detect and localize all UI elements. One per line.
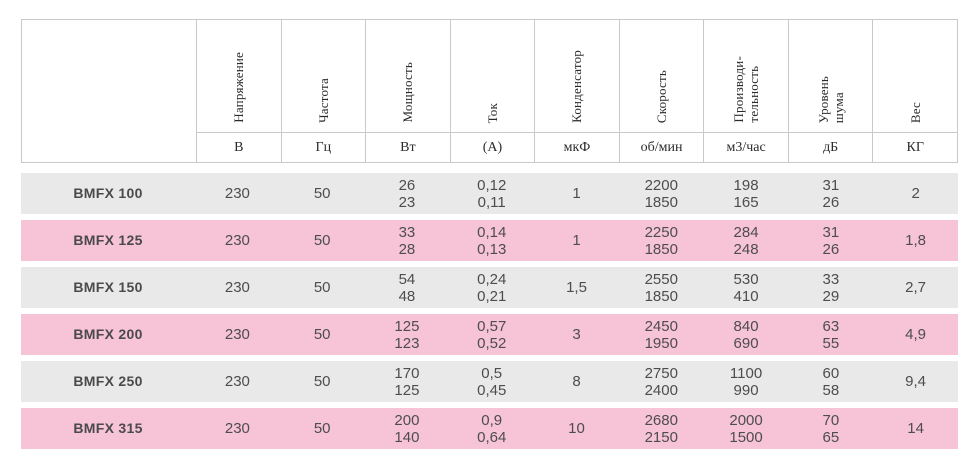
unit-cell-power: Вт (365, 132, 450, 162)
value-cell: 0,57 0,52 (477, 317, 507, 352)
column-header-label: Ток (484, 102, 500, 123)
value-cell: 3 (572, 326, 581, 343)
value-cell: 33 28 (398, 223, 416, 258)
column-header-voltage: Напряжение (196, 20, 281, 132)
value-cell: 2550 1850 (644, 270, 678, 305)
unit-cell-frequency: Гц (280, 132, 366, 162)
column-header-label: Скорость (654, 69, 670, 123)
value-cell: 530 410 (733, 270, 759, 305)
table-body: BMFX 100 230 50 26 23 0,12 0,11 1 2200 1… (21, 173, 958, 449)
column-header-capacitor: Конденсатор (534, 20, 619, 132)
column-header-label: Вес (907, 101, 923, 123)
value-cell: 0,9 0,64 (477, 411, 507, 446)
value-cell: 50 (313, 420, 331, 437)
value-cell: 0,14 0,13 (477, 223, 507, 258)
value-cell: 8 (572, 373, 581, 390)
value-cell: 33 29 (822, 270, 840, 305)
value-cell: 2200 1850 (644, 176, 678, 211)
value-cell: 230 (224, 185, 250, 202)
unit-cell-capacitor: мкФ (534, 132, 619, 162)
unit-cell-voltage: В (196, 132, 281, 162)
value-cell: 2450 1950 (644, 317, 678, 352)
value-cell: 284 248 (733, 223, 759, 258)
value-cell: 1,8 (905, 232, 927, 249)
model-cell: BMFX 200 (73, 326, 143, 342)
spec-table: Напряжение Частота Мощность Ток Конденса… (21, 19, 958, 453)
unit-cell-noise: дБ (787, 132, 873, 162)
value-cell: 31 26 (822, 176, 840, 211)
value-cell: 26 23 (398, 176, 416, 211)
value-cell: 230 (224, 232, 250, 249)
value-cell: 2680 2150 (644, 411, 678, 446)
table-row-bmfx-200: BMFX 200 230 50 125 123 0,57 0,52 3 2450… (21, 314, 958, 355)
value-cell: 198 165 (733, 176, 759, 211)
column-header-frequency: Частота (280, 20, 366, 132)
model-cell: BMFX 125 (73, 232, 143, 248)
value-cell: 1 (572, 232, 581, 249)
column-header-label: Конденсатор (569, 50, 585, 123)
value-cell: 230 (224, 326, 250, 343)
value-cell: 60 58 (822, 364, 840, 399)
table-row-bmfx-125: BMFX 125 230 50 33 28 0,14 0,13 1 2250 1… (21, 220, 958, 261)
value-cell: 1 (572, 185, 581, 202)
unit-cell-airflow: м3/час (703, 132, 788, 162)
value-cell: 50 (313, 373, 331, 390)
table-row-bmfx-250: BMFX 250 230 50 170 125 0,5 0,45 8 2750 … (21, 361, 958, 402)
value-cell: 2250 1850 (644, 223, 678, 258)
value-cell: 50 (313, 279, 331, 296)
column-header-weight: Вес (872, 20, 957, 132)
value-cell: 2000 1500 (729, 411, 763, 446)
model-cell: BMFX 250 (73, 373, 143, 389)
value-cell: 2 (911, 185, 920, 202)
column-header-label: Частота (315, 78, 331, 123)
column-header-current: Ток (449, 20, 535, 132)
value-cell: 50 (313, 185, 331, 202)
value-cell: 230 (224, 279, 250, 296)
column-header-label: Мощность (400, 62, 416, 123)
value-cell: 125 123 (394, 317, 420, 352)
corner-cell (22, 20, 196, 162)
value-cell: 2750 2400 (644, 364, 678, 399)
value-cell: 31 26 (822, 223, 840, 258)
unit-cell-weight: КГ (872, 132, 957, 162)
table-header: Напряжение Частота Мощность Ток Конденса… (21, 19, 958, 163)
value-cell: 50 (313, 326, 331, 343)
value-cell: 170 125 (394, 364, 420, 399)
value-cell: 2,7 (905, 279, 927, 296)
value-cell: 1100 990 (729, 364, 763, 399)
value-cell: 9,4 (905, 373, 927, 390)
value-cell: 70 65 (822, 411, 840, 446)
value-cell: 4,9 (905, 326, 927, 343)
unit-cell-current: (А) (449, 132, 535, 162)
value-cell: 14 (907, 420, 924, 437)
table-row-bmfx-315: BMFX 315 230 50 200 140 0,9 0,64 10 2680… (21, 408, 958, 449)
value-cell: 0,5 0,45 (477, 364, 507, 399)
value-cell: 200 140 (394, 411, 420, 446)
unit-cell-speed: об/мин (618, 132, 704, 162)
column-header-airflow: Производи- тельность (703, 20, 788, 132)
value-cell: 63 55 (822, 317, 840, 352)
value-cell: 54 48 (398, 270, 416, 305)
table-row-bmfx-150: BMFX 150 230 50 54 48 0,24 0,21 1,5 2550… (21, 267, 958, 308)
column-header-label: Производи- тельность (731, 56, 762, 123)
model-cell: BMFX 150 (73, 279, 143, 295)
value-cell: 0,12 0,11 (477, 176, 507, 211)
table-row-bmfx-100: BMFX 100 230 50 26 23 0,12 0,11 1 2200 1… (21, 173, 958, 214)
column-header-label: Напряжение (231, 52, 247, 123)
column-header-power: Мощность (365, 20, 450, 132)
value-cell: 840 690 (733, 317, 759, 352)
value-cell: 10 (568, 420, 585, 437)
value-cell: 230 (224, 420, 250, 437)
column-header-noise: Уровень шума (787, 20, 873, 132)
value-cell: 50 (313, 232, 331, 249)
column-header-label: Уровень шума (815, 75, 846, 123)
model-cell: BMFX 100 (73, 185, 143, 201)
column-header-speed: Скорость (618, 20, 704, 132)
value-cell: 1,5 (566, 279, 587, 296)
value-cell: 0,24 0,21 (477, 270, 507, 305)
value-cell: 230 (224, 373, 250, 390)
model-cell: BMFX 315 (73, 420, 143, 436)
